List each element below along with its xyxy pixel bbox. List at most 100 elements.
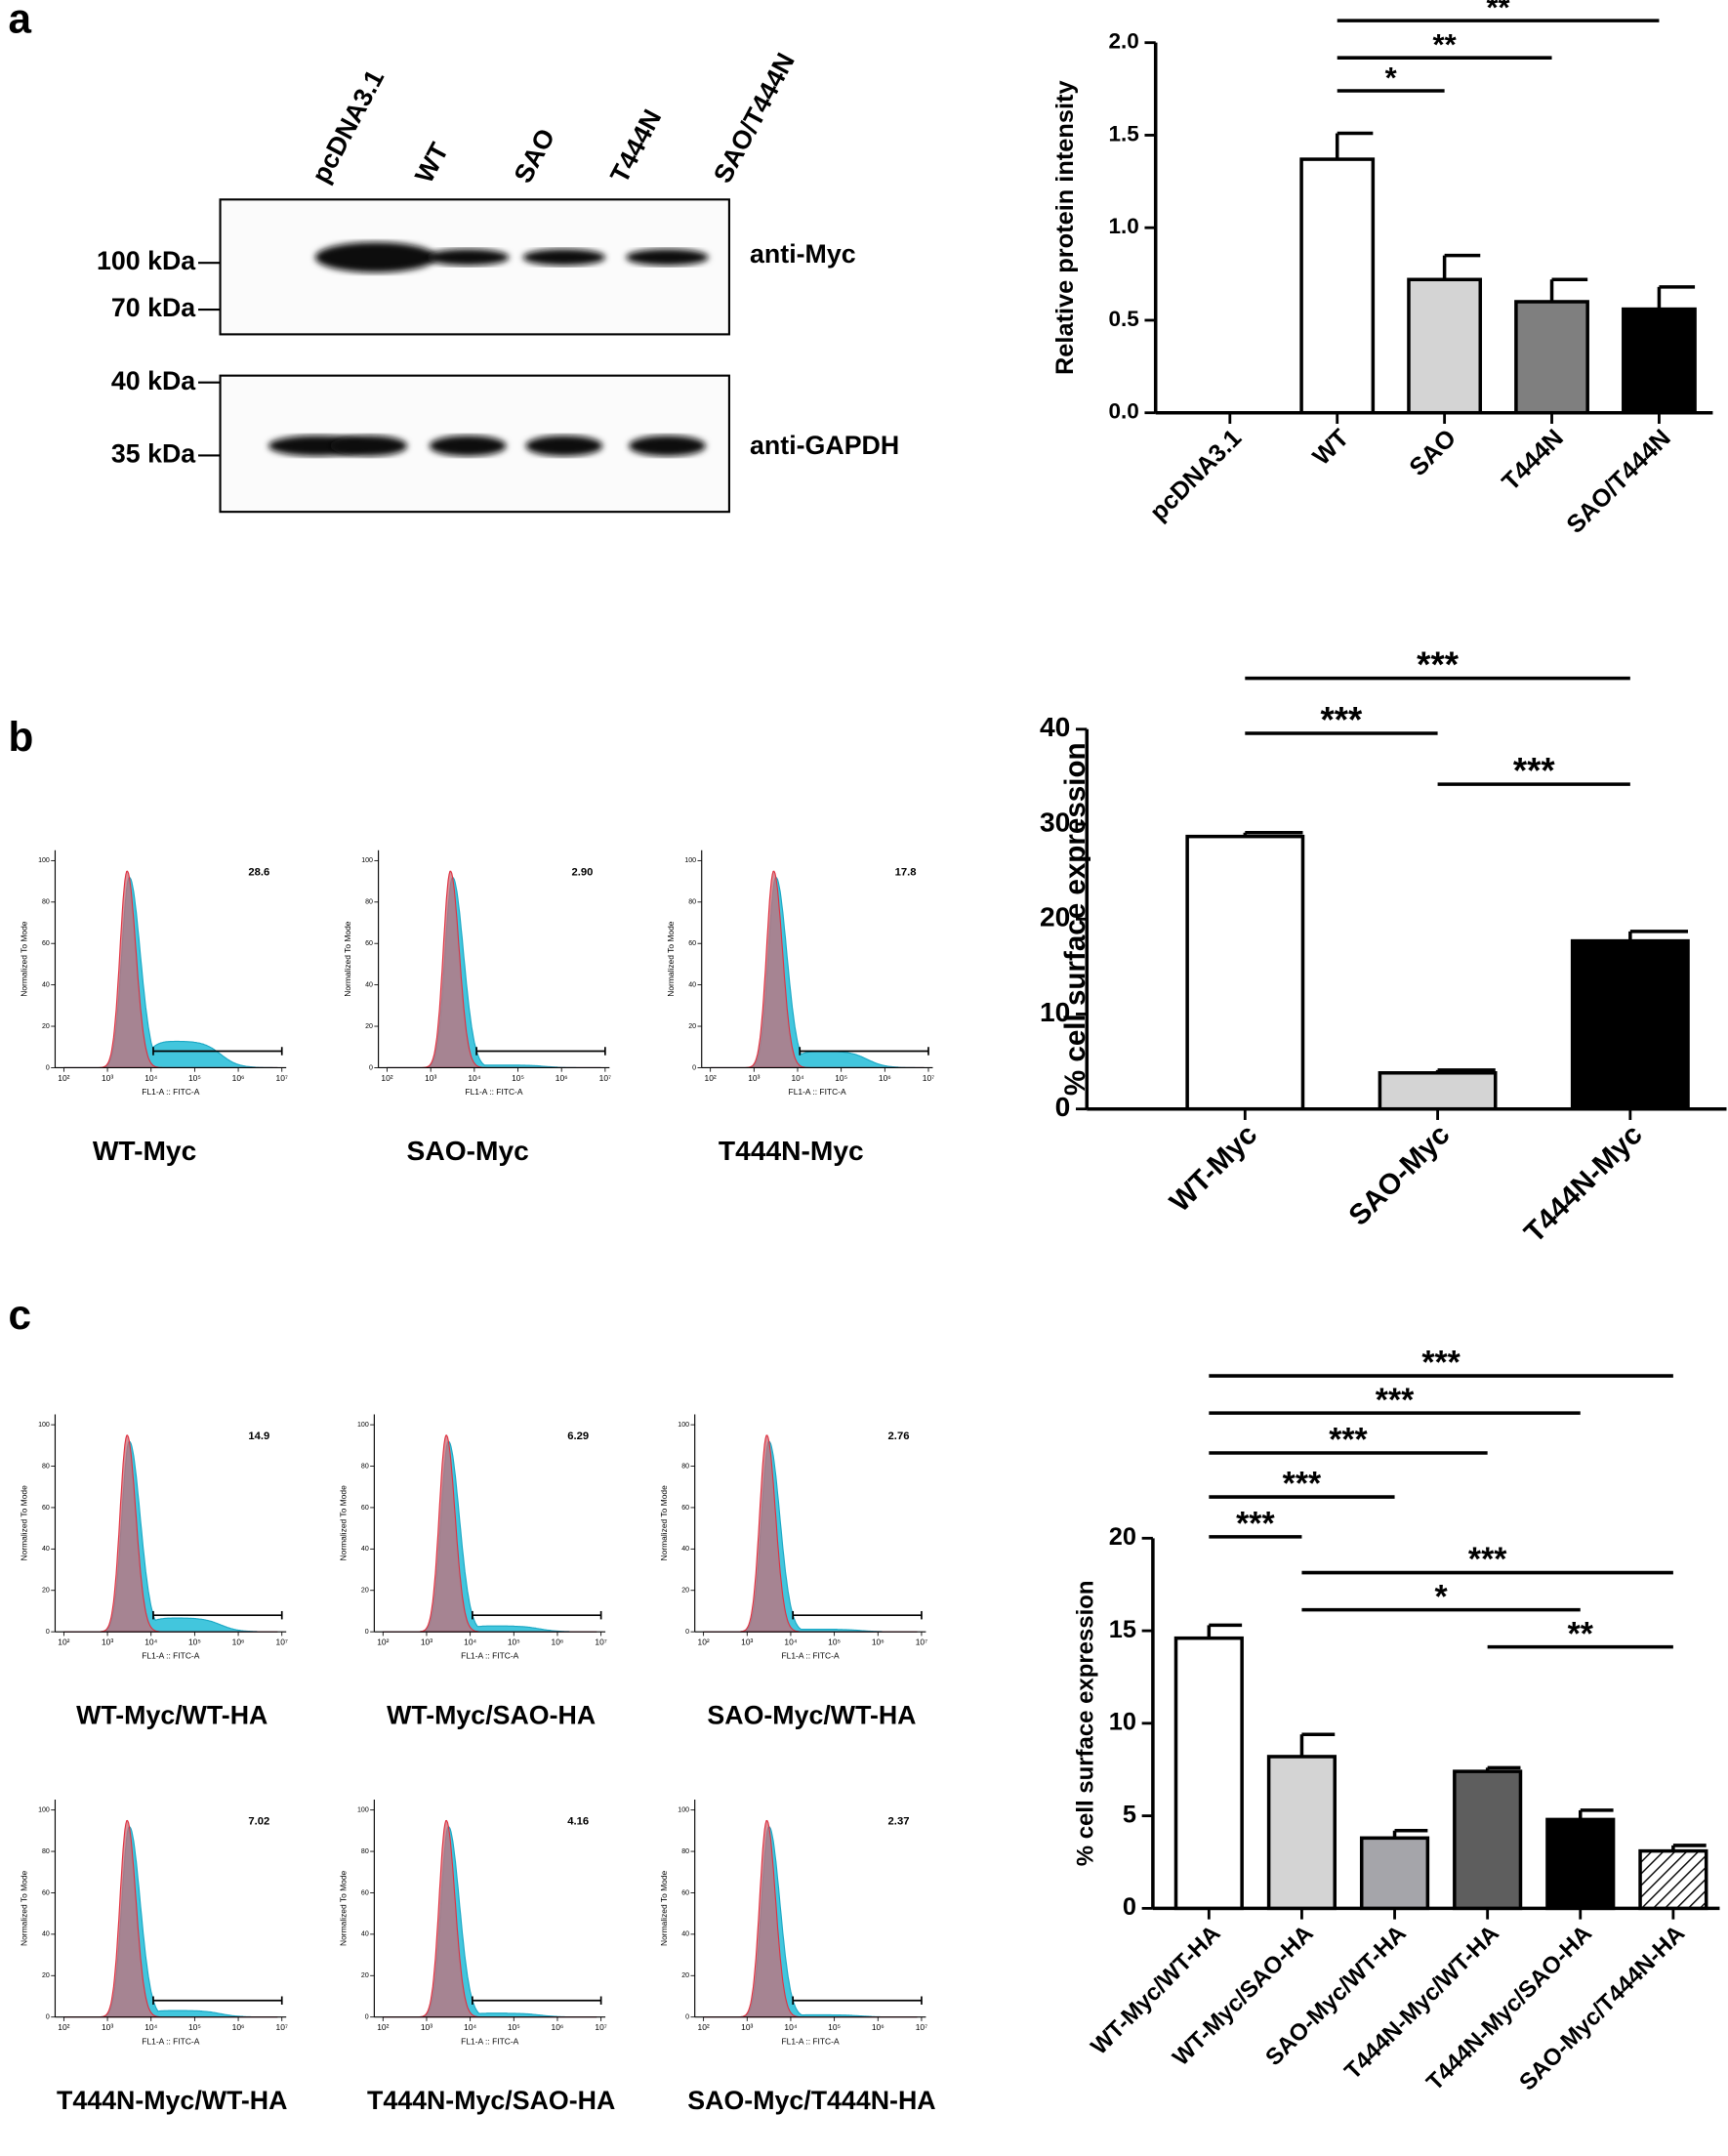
significance-label: **: [1568, 1615, 1594, 1652]
x-tick-label: 10⁴: [464, 1638, 476, 1647]
y-tick-label: 60: [365, 940, 373, 947]
x-tick-label: 10⁴: [784, 1638, 797, 1647]
marker-label: 40 kDa: [111, 366, 196, 395]
x-tick-label: 10⁵: [188, 2022, 201, 2032]
significance-label: ***: [1329, 1422, 1368, 1459]
y-tick-label: 40: [681, 1931, 689, 1938]
y-tick-label: 10: [1040, 996, 1070, 1027]
x-tick-label: 10⁵: [508, 1638, 520, 1647]
sample-title: WT-Myc: [93, 1135, 196, 1166]
x-tick-label: 10²: [377, 2022, 389, 2032]
y-tick-label: 60: [361, 1505, 369, 1512]
y-tick-label: 0: [369, 1064, 373, 1071]
y-tick-label: 20: [365, 1023, 373, 1030]
antibody-label: anti-GAPDH: [750, 431, 899, 460]
x-tick-label: WT: [1307, 424, 1354, 471]
significance-label: ***: [1421, 1345, 1461, 1382]
x-axis-label: FL1-A :: FITC-A: [142, 1651, 199, 1661]
x-tick-label: SAO/T444N: [1561, 424, 1675, 538]
x-axis-label: FL1-A :: FITC-A: [789, 1087, 846, 1097]
x-axis-label: FL1-A :: FITC-A: [465, 1087, 522, 1097]
y-tick-label: 80: [361, 1848, 369, 1855]
y-tick-label: 80: [688, 899, 696, 906]
x-tick-label: 10²: [698, 1638, 710, 1647]
y-tick-label: 60: [681, 1889, 689, 1896]
bar: [1378, 1070, 1498, 1111]
histogram-control: [383, 1434, 597, 1633]
histogram-stained: [710, 876, 925, 1068]
x-tick-label: 10⁴: [464, 2022, 476, 2032]
y-tick-label: 20: [681, 1588, 689, 1595]
sample-title: T444N-Myc/WT-HA: [57, 2086, 287, 2115]
x-tick-label: 10²: [381, 1073, 392, 1083]
x-tick-label: 10⁴: [791, 1073, 803, 1083]
y-tick-label: 60: [361, 1889, 369, 1896]
y-tick-label: 100: [38, 857, 50, 864]
x-tick-label: 10⁵: [512, 1073, 524, 1083]
y-tick-label: 30: [1040, 806, 1070, 837]
x-tick-label: 10⁶: [555, 1073, 568, 1083]
x-axis-label: FL1-A :: FITC-A: [461, 1651, 518, 1661]
x-tick-label: 10²: [58, 2022, 69, 2032]
significance-label: ***: [1468, 1541, 1507, 1578]
band: [626, 249, 709, 266]
band: [426, 249, 510, 266]
x-axis-label: FL1-A :: FITC-A: [782, 2036, 840, 2046]
bar: [1359, 1836, 1430, 1911]
lane-label: T444N: [604, 104, 667, 187]
y-tick-label: 40: [42, 981, 50, 988]
y-tick-label: 15: [1109, 1616, 1136, 1643]
sample-title: T444N-Myc: [719, 1135, 864, 1166]
y-axis-label: Normalized To Mode: [20, 1870, 29, 1946]
histogram-control: [383, 1819, 597, 2018]
x-tick-label: WT-Myc: [1164, 1118, 1263, 1218]
y-axis-label: Normalized To Mode: [659, 1870, 669, 1946]
y-axis-label: % cell surface expression: [1073, 1580, 1099, 1866]
histogram-stained: [63, 1825, 278, 2018]
y-tick-label: 0: [365, 2014, 369, 2021]
y-axis-label: Normalized To Mode: [20, 1485, 29, 1561]
x-tick-label: 10²: [377, 1638, 389, 1647]
y-tick-label: 1.0: [1108, 214, 1138, 238]
x-tick-label: 10⁶: [232, 1638, 245, 1647]
y-tick-label: 100: [678, 1807, 689, 1814]
bar: [1266, 1755, 1337, 1911]
y-tick-label: 0: [1123, 1893, 1136, 1921]
y-tick-label: 20: [681, 1972, 689, 1979]
x-tick-label: 10⁶: [872, 1638, 885, 1647]
gate-percent: 2.37: [888, 1816, 910, 1828]
x-tick-label: 10⁶: [872, 2022, 885, 2032]
y-tick-label: 80: [681, 1848, 689, 1855]
x-tick-label: SAO-Myc/T444N-HA: [1514, 1921, 1690, 2096]
y-tick-label: 20: [42, 1588, 50, 1595]
y-tick-label: 0: [685, 2014, 689, 2021]
significance-label: ***: [1236, 1506, 1275, 1543]
histogram-control: [387, 870, 601, 1068]
x-tick-label: 10²: [58, 1073, 69, 1083]
x-tick-label: T444N-Myc/SAO-HA: [1421, 1921, 1597, 2096]
x-tick-label: 10⁴: [144, 1073, 157, 1083]
x-tick-label: 10²: [698, 2022, 710, 2032]
x-tick-label: 10³: [741, 1638, 753, 1647]
x-tick-label: 10⁶: [232, 2022, 245, 2032]
band: [330, 435, 408, 457]
x-tick-label: 10³: [741, 2022, 753, 2032]
bar: [1638, 1848, 1708, 1911]
y-tick-label: 0: [46, 1629, 50, 1636]
y-tick-label: 80: [681, 1463, 689, 1470]
significance-label: ***: [1283, 1466, 1322, 1503]
blot-frame: [219, 198, 730, 336]
x-tick-label: 10⁶: [232, 1073, 245, 1083]
y-tick-label: 0: [692, 1064, 696, 1071]
lane-label: SAO: [509, 124, 561, 187]
y-tick-label: 40: [361, 1546, 369, 1553]
y-tick-label: 60: [681, 1505, 689, 1512]
y-tick-label: 40: [681, 1546, 689, 1553]
x-tick-label: 10²: [705, 1073, 717, 1083]
bar: [1173, 1636, 1244, 1911]
x-tick-label: pcDNA3.1: [1145, 424, 1248, 526]
y-tick-label: 0: [46, 1064, 50, 1071]
